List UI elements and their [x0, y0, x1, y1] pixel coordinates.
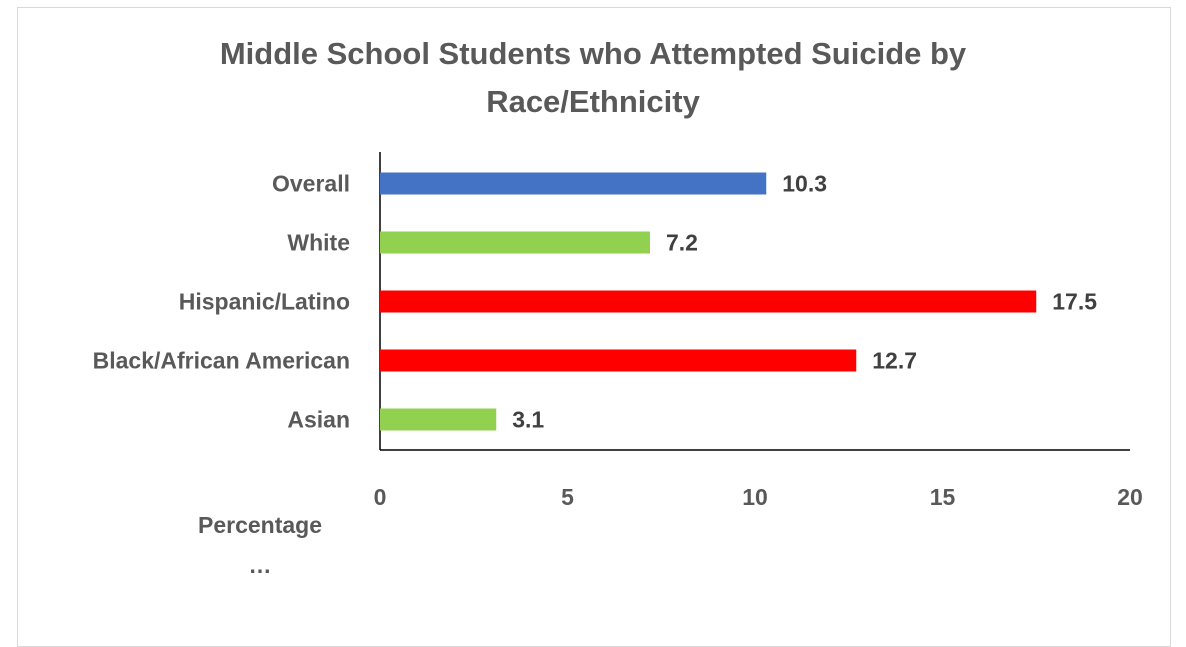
bar-asian: [380, 408, 497, 431]
category-label: Overall: [272, 171, 350, 197]
x-tick-labels: 0 5 10 15 20: [374, 484, 1143, 510]
category-label: White: [287, 230, 350, 256]
bar-black-african-american: [380, 349, 857, 372]
category-labels: Overall White Hispanic/Latino Black/African…: [93, 171, 350, 433]
value-label: 3.1: [512, 407, 544, 433]
x-tick-label: 5: [561, 484, 574, 510]
value-label: 17.5: [1052, 289, 1097, 315]
bar-chart-plot: 10.3 7.2 17.5 12.7 3.1 Overall White Hispanic/…: [93, 152, 1143, 510]
x-tick-label: 0: [374, 484, 387, 510]
x-tick-label: 10: [742, 484, 768, 510]
chart-frame: [17, 7, 1171, 647]
value-labels: 10.3 7.2 17.5 12.7 3.1: [512, 171, 1097, 433]
value-label: 10.3: [782, 171, 827, 197]
x-axis-label: Percentage: [197, 512, 322, 538]
bar-white: [380, 231, 650, 254]
category-label: Black/African American: [93, 348, 350, 374]
bar-hispanic-latino: [380, 290, 1037, 313]
bar-overall: [380, 172, 767, 195]
category-label: Hispanic/Latino: [179, 289, 350, 315]
x-tick-label: 20: [1117, 484, 1143, 510]
value-label: 7.2: [666, 230, 698, 256]
x-axis-label-block: Percentage …: [160, 505, 360, 585]
x-axis-label-ellipsis: …: [248, 552, 272, 578]
x-tick-label: 15: [930, 484, 956, 510]
chart-title: Middle School Students who Attempted Sui…: [219, 36, 967, 119]
value-label: 12.7: [872, 348, 917, 374]
category-label: Asian: [287, 407, 350, 433]
bars: [380, 172, 1037, 431]
